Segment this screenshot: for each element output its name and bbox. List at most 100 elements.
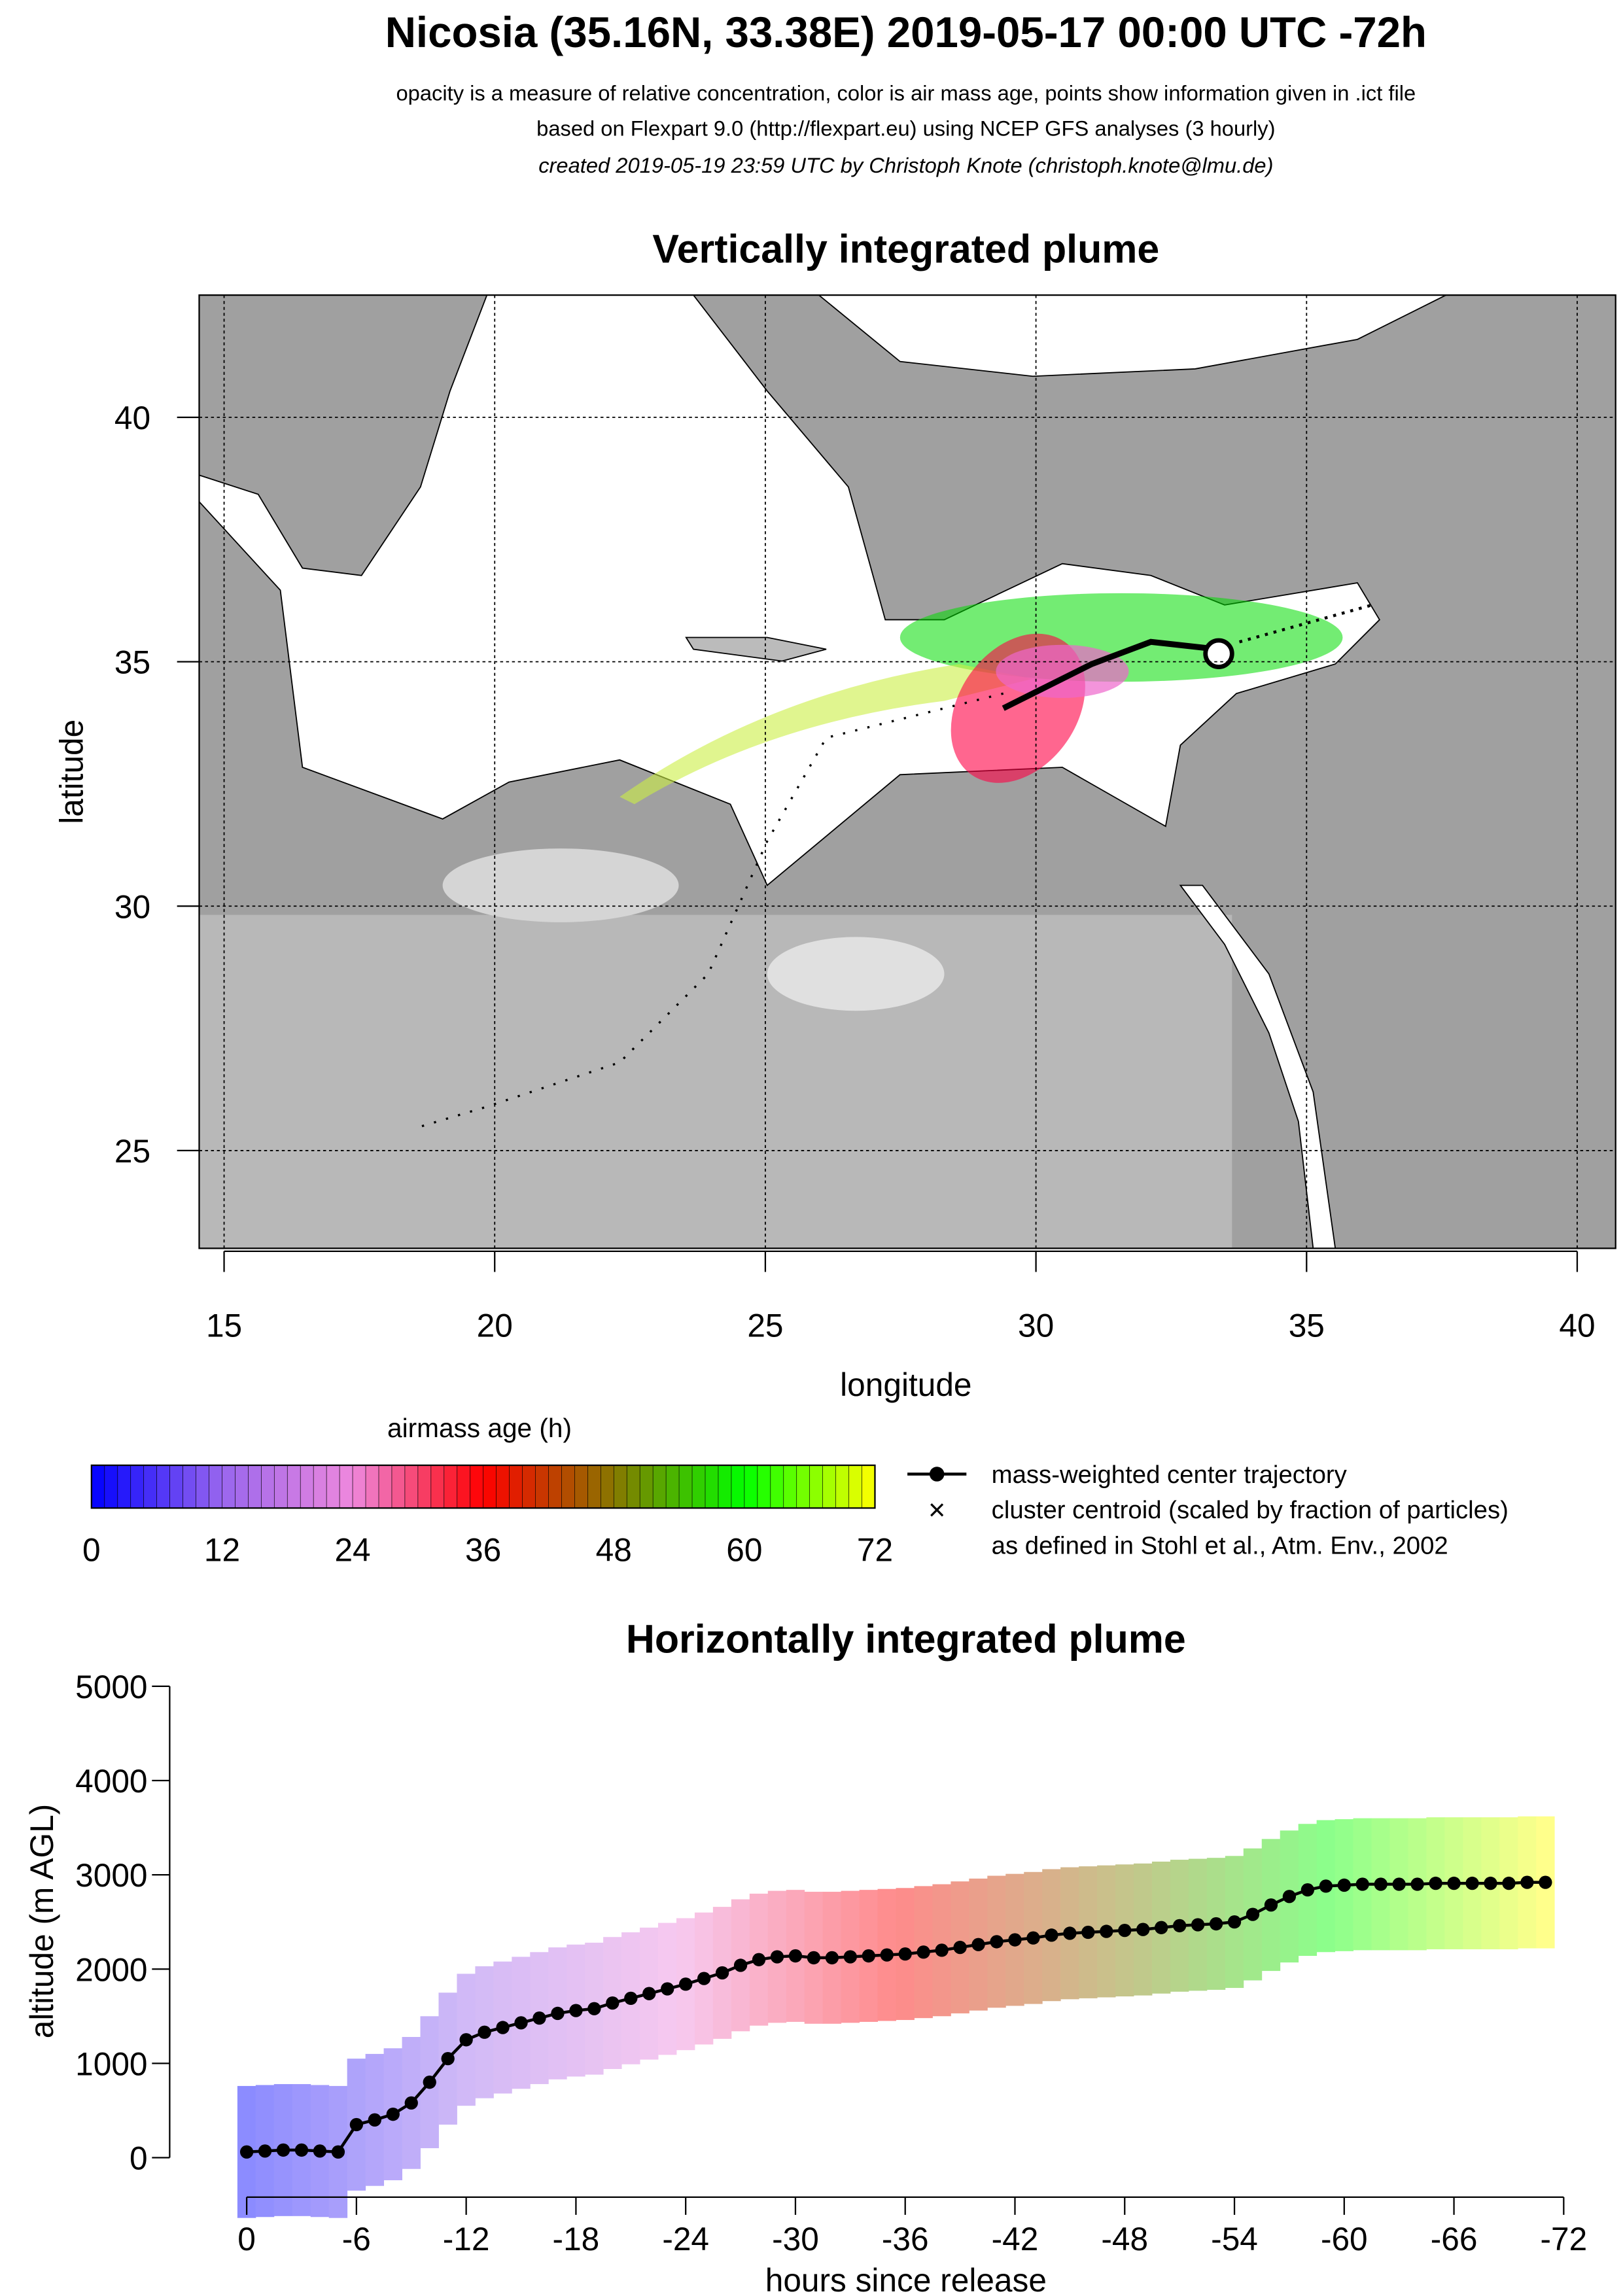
trajectory-point bbox=[478, 2025, 491, 2039]
colorbar-cell bbox=[835, 1465, 850, 1508]
y-tick-label: 3000 bbox=[75, 1857, 147, 1894]
trajectory-point bbox=[496, 2021, 510, 2034]
trajectory-point bbox=[294, 2143, 309, 2157]
trajectory-point bbox=[807, 1951, 821, 1965]
colorbar-cell bbox=[352, 1465, 367, 1508]
colorbar-cell bbox=[130, 1465, 145, 1508]
colorbar-cell bbox=[561, 1465, 576, 1508]
trajectory-point bbox=[1026, 1931, 1040, 1945]
trajectory-point bbox=[1282, 1890, 1297, 1904]
trajectory-point bbox=[349, 2117, 364, 2132]
trajectory-point bbox=[1429, 1876, 1442, 1890]
trajectory-point bbox=[1392, 1877, 1406, 1891]
colorbar-tick-label: 0 bbox=[82, 1532, 101, 1569]
colorbar-cell bbox=[822, 1465, 837, 1508]
x-tick-label: -18 bbox=[553, 2221, 600, 2257]
trajectory-point bbox=[1465, 1876, 1479, 1890]
trajectory-point bbox=[1337, 1878, 1351, 1892]
y-tick-label: 25 bbox=[114, 1133, 150, 1170]
trajectory-point bbox=[514, 2016, 528, 2030]
colorbar-cell bbox=[600, 1465, 615, 1508]
trajectory-point bbox=[788, 1949, 803, 1963]
colorbar-cell bbox=[457, 1465, 471, 1508]
trajectory-point bbox=[1264, 1898, 1278, 1912]
x-axis-label: hours since release bbox=[765, 2262, 1047, 2296]
x-tick-label: 20 bbox=[477, 1308, 513, 1344]
y-axis-label: altitude (m AGL) bbox=[24, 1804, 60, 2038]
colorbar-cell bbox=[757, 1465, 771, 1508]
y-tick-label: 4000 bbox=[75, 1763, 147, 1800]
colorbar-cell bbox=[365, 1465, 379, 1508]
profile-title: Horizontally integrated plume bbox=[626, 1616, 1186, 1661]
trajectory-point bbox=[313, 2144, 327, 2158]
x-tick-label: -30 bbox=[772, 2221, 819, 2257]
subtitle: based on Flexpart 9.0 (http://flexpart.e… bbox=[536, 116, 1275, 141]
y-tick-label: 0 bbox=[130, 2140, 148, 2177]
colorbar-cell bbox=[862, 1465, 876, 1508]
colorbar-cell bbox=[496, 1465, 510, 1508]
subtitle: opacity is a measure of relative concent… bbox=[396, 80, 1416, 105]
x-tick-label: 25 bbox=[747, 1308, 783, 1344]
trajectory-point bbox=[990, 1935, 1003, 1949]
trajectory-point bbox=[697, 1972, 711, 1985]
legend-label: mass-weighted center trajectory bbox=[992, 1461, 1348, 1489]
colorbar-cell bbox=[339, 1465, 354, 1508]
main-title: Nicosia (35.16N, 33.38E) 2019-05-17 00:0… bbox=[385, 9, 1427, 56]
subtitle: created 2019-05-19 23:59 UTC by Christop… bbox=[538, 153, 1273, 177]
trajectory-point bbox=[551, 2006, 565, 2021]
x-axis-label: longitude bbox=[840, 1366, 971, 1403]
x-tick-label: 40 bbox=[1559, 1308, 1595, 1344]
colorbar-frame bbox=[90, 1464, 876, 1509]
trajectory-point bbox=[661, 1982, 674, 1996]
trajectory-point bbox=[679, 1977, 693, 1991]
trajectory-point bbox=[935, 1943, 949, 1957]
trajectory-point bbox=[331, 2145, 345, 2159]
trajectory-point bbox=[368, 2113, 381, 2127]
colorbar-cell bbox=[248, 1465, 262, 1508]
colorbar-cell bbox=[326, 1465, 341, 1508]
colorbar-cell bbox=[287, 1465, 302, 1508]
colorbar-cell bbox=[183, 1465, 197, 1508]
colorbar-cell bbox=[691, 1465, 707, 1508]
y-tick-label: 1000 bbox=[75, 2045, 147, 2082]
y-tick-label: 5000 bbox=[75, 1669, 147, 1705]
trajectory-point bbox=[1100, 1924, 1113, 1938]
colorbar-cell bbox=[770, 1465, 784, 1508]
trajectory-point bbox=[862, 1949, 875, 1963]
colorbar-cell bbox=[705, 1465, 719, 1508]
trajectory-point bbox=[770, 1950, 784, 1964]
colorbar-cell bbox=[117, 1465, 131, 1508]
trajectory-point bbox=[441, 2051, 455, 2066]
colorbar-cell bbox=[196, 1465, 210, 1508]
y-tick-label: 40 bbox=[114, 400, 150, 436]
trajectory-point bbox=[386, 2108, 400, 2121]
trajectory-point bbox=[624, 1991, 638, 2006]
trajectory-point bbox=[459, 2033, 473, 2047]
colorbar-tick-label: 24 bbox=[334, 1532, 370, 1569]
colorbar-cell bbox=[417, 1465, 432, 1508]
trajectory-point bbox=[843, 1950, 857, 1964]
trajectory-point bbox=[1155, 1921, 1168, 1934]
colorbar-cell bbox=[235, 1465, 249, 1508]
colorbar-cell bbox=[273, 1465, 288, 1508]
x-tick-label: -72 bbox=[1540, 2221, 1587, 2257]
trajectory-point bbox=[1045, 1928, 1058, 1942]
colorbar-cell bbox=[783, 1465, 797, 1508]
trajectory-point bbox=[1136, 1922, 1150, 1936]
colorbar-cell bbox=[678, 1465, 693, 1508]
trajectory-point bbox=[1520, 1875, 1534, 1889]
x-tick-label: -60 bbox=[1321, 2221, 1368, 2257]
colorbar-cell bbox=[809, 1465, 824, 1508]
x-tick-label: -36 bbox=[882, 2221, 929, 2257]
colorbar-cell bbox=[848, 1465, 863, 1508]
colorbar-cell bbox=[156, 1465, 171, 1508]
trajectory-point bbox=[569, 2004, 583, 2017]
colorbar-cell bbox=[665, 1465, 680, 1508]
colorbar-cell bbox=[522, 1465, 536, 1508]
colorbar-cell bbox=[300, 1465, 315, 1508]
trajectory-point bbox=[1118, 1923, 1132, 1938]
trajectory-point bbox=[1539, 1875, 1552, 1889]
colorbar-cell bbox=[574, 1465, 589, 1508]
colorbar-cell bbox=[483, 1465, 497, 1508]
colorbar-cell bbox=[391, 1465, 406, 1508]
